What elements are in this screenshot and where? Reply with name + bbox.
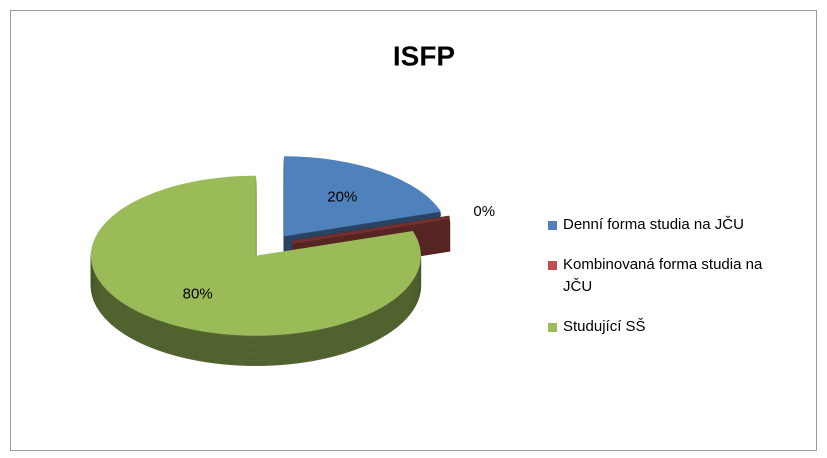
legend-swatch [548, 221, 557, 230]
legend-label: Denní forma studia na JČU [563, 216, 744, 233]
data-label: 20% [327, 188, 357, 205]
legend-swatch [548, 323, 557, 332]
legend-item: Studující SŠ [548, 316, 818, 338]
slice-side [292, 215, 451, 249]
slice [292, 216, 450, 244]
data-label: 0% [473, 203, 495, 220]
slice [90, 175, 421, 336]
legend-label: Studující SŠ [563, 318, 646, 335]
chart-title: ISFP [393, 40, 455, 71]
legend-label: Kombinovaná forma studia na JČU [563, 256, 763, 295]
legend: Denní forma studia na JČU Kombinovaná for… [548, 214, 818, 356]
data-label: 80% [183, 286, 213, 303]
legend-item: Kombinovaná forma studia na JČU [548, 254, 818, 298]
slice [284, 156, 442, 237]
legend-swatch [548, 261, 557, 270]
legend-item: Denní forma studia na JČU [548, 214, 818, 236]
